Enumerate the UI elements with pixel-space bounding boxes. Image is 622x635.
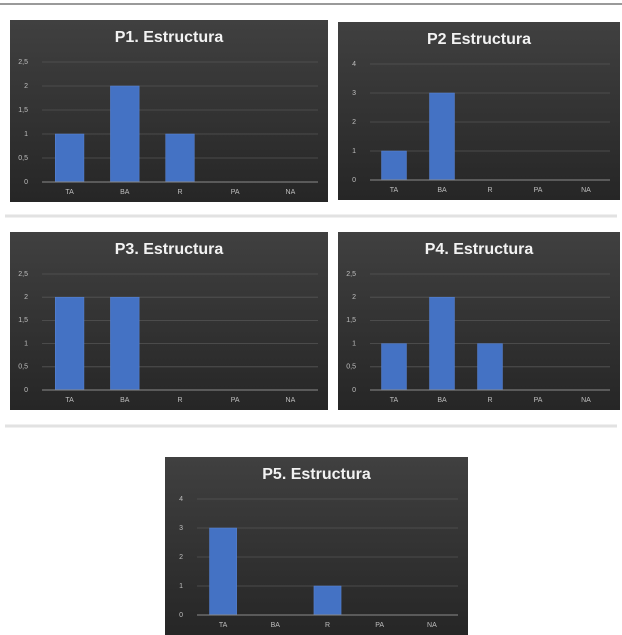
y-tick-label: 2,5 xyxy=(18,59,28,66)
x-tick-label: BA xyxy=(271,622,281,629)
y-tick-label: 4 xyxy=(179,496,183,503)
y-tick-label: 1 xyxy=(24,340,28,347)
chart-title: P5. Estructura xyxy=(262,466,371,483)
x-tick-label: R xyxy=(177,189,182,196)
y-tick-label: 0 xyxy=(352,387,356,394)
x-tick-label: NA xyxy=(581,397,591,404)
y-tick-label: 2 xyxy=(24,83,28,90)
bar xyxy=(381,150,407,181)
y-tick-label: 0,5 xyxy=(18,155,28,162)
y-tick-label: 1,5 xyxy=(346,317,356,324)
x-tick-label: PA xyxy=(231,397,240,404)
y-tick-label: 2,5 xyxy=(18,271,28,278)
bar xyxy=(54,133,85,183)
bar xyxy=(429,92,455,181)
bar xyxy=(477,343,503,391)
y-tick-label: 1 xyxy=(179,583,183,590)
chart-title: P2 Estructura xyxy=(427,31,531,48)
x-tick-label: NA xyxy=(286,397,296,404)
x-tick-label: NA xyxy=(427,622,437,629)
y-tick-label: 2 xyxy=(352,119,356,126)
x-tick-label: TA xyxy=(390,397,399,404)
chart-title: P1. Estructura xyxy=(115,29,224,46)
x-tick-label: PA xyxy=(375,622,384,629)
y-tick-label: 3 xyxy=(179,525,183,532)
y-tick-label: 0 xyxy=(352,177,356,184)
x-tick-label: PA xyxy=(231,189,240,196)
y-tick-label: 2 xyxy=(24,294,28,301)
bar xyxy=(209,527,237,616)
y-tick-label: 0 xyxy=(24,179,28,186)
bar xyxy=(429,296,455,391)
y-tick-label: 0,5 xyxy=(346,364,356,371)
y-tick-label: 2,5 xyxy=(346,271,356,278)
y-tick-label: 4 xyxy=(352,61,356,68)
bar xyxy=(54,296,85,391)
bar xyxy=(381,343,407,391)
chart-title: P3. Estructura xyxy=(115,241,224,258)
x-tick-label: NA xyxy=(581,187,591,194)
x-tick-label: R xyxy=(177,397,182,404)
bar xyxy=(110,85,140,183)
x-tick-label: R xyxy=(487,397,492,404)
x-tick-label: BA xyxy=(120,397,130,404)
x-tick-label: BA xyxy=(437,187,447,194)
x-tick-label: TA xyxy=(65,189,74,196)
chart-title: P4. Estructura xyxy=(425,241,534,258)
y-tick-label: 1,5 xyxy=(18,107,28,114)
x-tick-label: R xyxy=(325,622,330,629)
chart-background xyxy=(338,22,620,200)
bar xyxy=(110,296,140,391)
x-tick-label: R xyxy=(487,187,492,194)
y-tick-label: 2 xyxy=(352,294,356,301)
y-tick-label: 3 xyxy=(352,90,356,97)
x-tick-label: PA xyxy=(534,187,543,194)
y-tick-label: 0 xyxy=(179,612,183,619)
bar xyxy=(165,133,195,183)
x-tick-label: NA xyxy=(286,189,296,196)
y-tick-label: 0 xyxy=(24,387,28,394)
y-tick-label: 1 xyxy=(352,340,356,347)
y-tick-label: 1,5 xyxy=(18,317,28,324)
x-tick-label: TA xyxy=(219,622,228,629)
x-tick-label: TA xyxy=(65,397,74,404)
y-tick-label: 2 xyxy=(179,554,183,561)
x-tick-label: BA xyxy=(120,189,130,196)
y-tick-label: 0,5 xyxy=(18,364,28,371)
bar xyxy=(313,585,342,616)
x-tick-label: PA xyxy=(534,397,543,404)
y-tick-label: 1 xyxy=(352,148,356,155)
x-tick-label: TA xyxy=(390,187,399,194)
y-tick-label: 1 xyxy=(24,131,28,138)
x-tick-label: BA xyxy=(437,397,447,404)
